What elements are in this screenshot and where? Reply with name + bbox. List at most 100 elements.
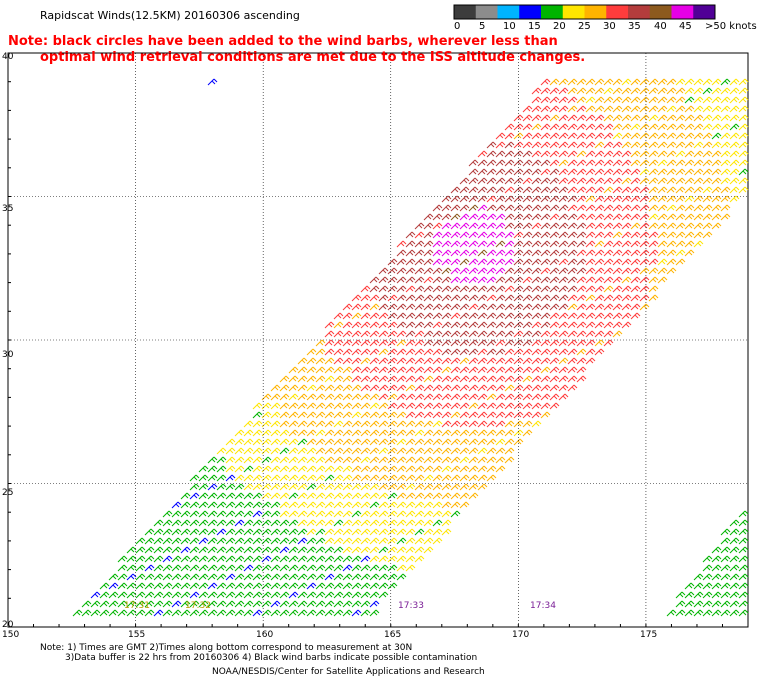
wind-barb <box>171 501 182 509</box>
wind-barb <box>720 141 731 149</box>
wind-barb <box>585 339 596 347</box>
wind-barb <box>531 105 542 113</box>
wind-barb <box>234 438 245 446</box>
wind-barb <box>378 456 389 464</box>
wind-barb <box>531 402 542 410</box>
wind-barb <box>324 357 335 365</box>
wind-barb <box>648 168 659 176</box>
wind-barb <box>531 195 542 203</box>
wind-barb <box>414 411 425 419</box>
wind-barb <box>117 564 128 572</box>
wind-barb <box>468 357 479 365</box>
wind-barb <box>279 429 290 437</box>
wind-barb <box>351 411 362 419</box>
wind-barb <box>468 168 479 176</box>
wind-barb <box>603 150 614 158</box>
wind-barb <box>423 222 434 230</box>
wind-barb <box>315 564 326 572</box>
wind-barb <box>360 564 371 572</box>
wind-barb <box>603 240 614 248</box>
wind-barb <box>549 105 560 113</box>
wind-barb <box>144 555 155 563</box>
wind-barb <box>603 339 614 347</box>
wind-barb <box>324 600 335 608</box>
wind-barb <box>693 87 704 95</box>
wind-barb <box>522 321 533 329</box>
wind-barb <box>243 447 254 455</box>
wind-barb <box>639 96 650 104</box>
wind-barb <box>171 528 182 536</box>
wind-barb <box>342 474 353 482</box>
wind-barb <box>369 555 380 563</box>
wind-barb <box>324 591 335 599</box>
wind-barb <box>243 555 254 563</box>
wind-barb <box>558 168 569 176</box>
wind-barb <box>693 204 704 212</box>
wind-barb <box>324 582 335 590</box>
wind-barb <box>738 123 749 131</box>
wind-barb <box>477 375 488 383</box>
wind-barb <box>450 474 461 482</box>
wind-barb <box>639 240 650 248</box>
wind-barb <box>738 537 749 545</box>
wind-barb <box>711 204 722 212</box>
wind-barb <box>675 105 686 113</box>
wind-barb <box>369 600 380 608</box>
wind-barb <box>720 186 731 194</box>
wind-barb <box>234 600 245 608</box>
wind-barb <box>477 366 488 374</box>
wind-barb <box>423 501 434 509</box>
wind-barb <box>558 222 569 230</box>
wind-barb <box>504 402 515 410</box>
wind-barb <box>387 492 398 500</box>
wind-barb <box>441 357 452 365</box>
wind-barb <box>252 609 263 617</box>
wind-barb <box>621 213 632 221</box>
wind-barb <box>171 582 182 590</box>
wind-barb <box>576 177 587 185</box>
wind-barb-layer <box>72 78 749 617</box>
wind-barb <box>405 258 416 266</box>
wind-barb <box>513 159 524 167</box>
wind-barb <box>414 249 425 257</box>
wind-barb <box>342 501 353 509</box>
wind-barb <box>297 609 308 617</box>
wind-barb <box>531 384 542 392</box>
wind-barb <box>486 150 497 158</box>
wind-barb <box>396 429 407 437</box>
wind-barb <box>477 411 488 419</box>
wind-barb <box>648 249 659 257</box>
wind-barb <box>216 474 227 482</box>
wind-barb <box>576 357 587 365</box>
wind-barb <box>432 537 443 545</box>
wind-barb <box>585 222 596 230</box>
wind-barb <box>225 447 236 455</box>
wind-barb <box>405 420 416 428</box>
wind-barb <box>621 78 632 86</box>
wind-barb <box>171 546 182 554</box>
wind-barb <box>711 600 722 608</box>
wind-barb <box>702 141 713 149</box>
wind-barb <box>585 285 596 293</box>
wind-barb <box>486 222 497 230</box>
wind-barb <box>504 366 515 374</box>
wind-barb <box>126 555 137 563</box>
wind-barb <box>738 168 749 176</box>
wind-barb <box>378 546 389 554</box>
wind-barb <box>486 177 497 185</box>
wind-barb <box>612 132 623 140</box>
wind-barb <box>729 528 740 536</box>
wind-barb <box>720 168 731 176</box>
wind-barb <box>495 447 506 455</box>
wind-barb <box>486 330 497 338</box>
wind-barb <box>630 222 641 230</box>
wind-barb <box>495 330 506 338</box>
wind-barb <box>486 267 497 275</box>
wind-barb <box>720 600 731 608</box>
scale-label: 40 <box>654 21 667 32</box>
wind-barb <box>675 240 686 248</box>
wind-barb <box>351 564 362 572</box>
wind-barb <box>720 537 731 545</box>
wind-barb <box>324 483 335 491</box>
wind-barb <box>639 114 650 122</box>
